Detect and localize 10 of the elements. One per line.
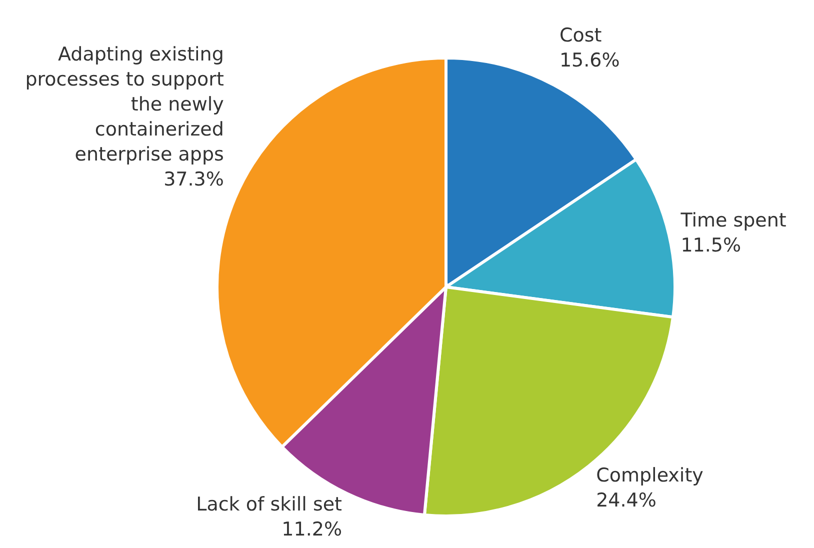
slice-label: Cost: [559, 24, 602, 46]
data-label: 24.4%: [596, 490, 656, 512]
slice-label: Complexity: [596, 464, 704, 487]
data-label: 11.2%: [282, 518, 342, 540]
slice-label: Adapting existing processes to support the newly containerized enterprise apps: [25, 43, 224, 166]
data-label: 15.6%: [559, 49, 620, 72]
data-label: 37.3%: [164, 168, 224, 190]
slice-label: Time spent: [680, 210, 786, 232]
data-label: 11.5%: [680, 234, 742, 257]
slice-label: Lack of skill set: [196, 493, 342, 516]
